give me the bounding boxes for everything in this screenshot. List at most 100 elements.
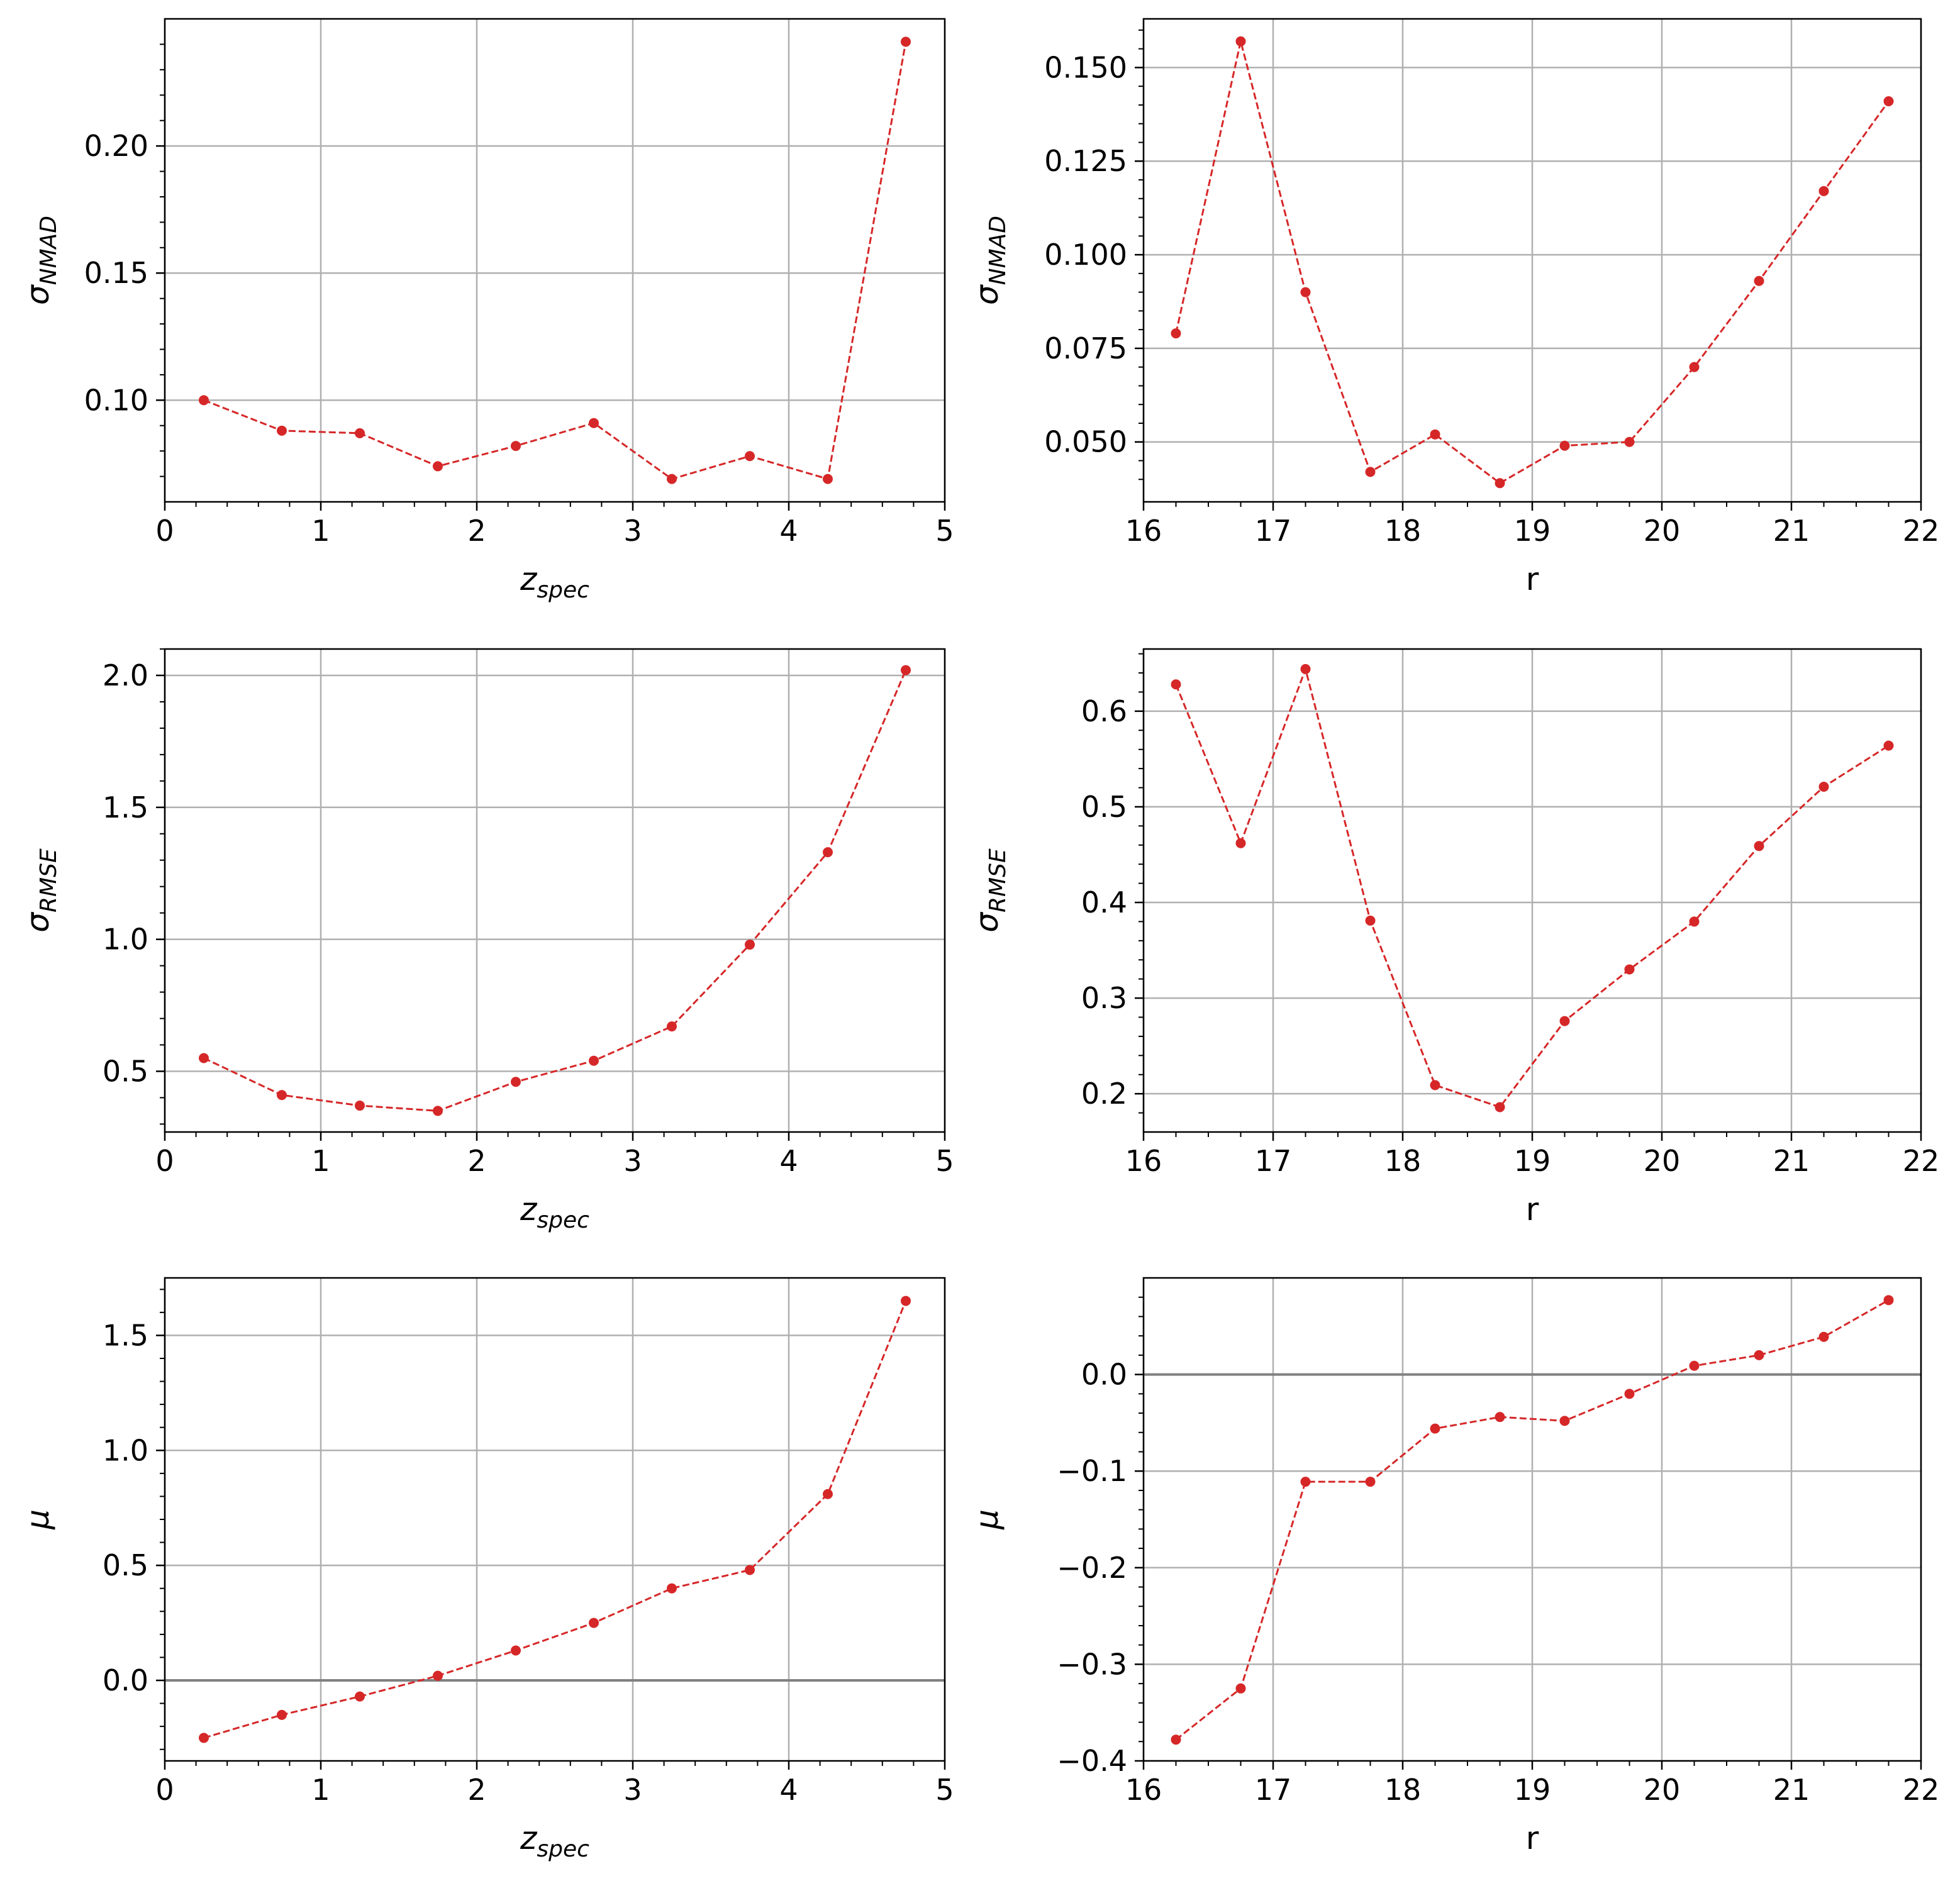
x-tick-label: 17: [1255, 514, 1292, 548]
x-tick-label: 19: [1514, 514, 1551, 548]
data-point: [1235, 1683, 1246, 1694]
x-tick-label: 2: [467, 514, 486, 548]
x-tick-label: 22: [1903, 514, 1940, 548]
data-point: [1559, 1416, 1570, 1426]
x-tick-label: 17: [1255, 1144, 1292, 1178]
x-axis-label: r: [1526, 1191, 1539, 1228]
data-point: [277, 425, 287, 436]
y-tick-label: 0.150: [1044, 50, 1127, 84]
x-tick-label: 4: [779, 1144, 798, 1178]
data-point: [355, 1691, 365, 1702]
subplot-p11: 0 1 2 3 4 5 0.10 0.15 0.20 zspec σNMAD: [19, 18, 954, 603]
data-point: [901, 665, 911, 675]
x-tick-label: 21: [1773, 1773, 1810, 1807]
data-point: [667, 474, 677, 484]
data-point: [511, 1077, 521, 1087]
x-tick-label: 16: [1125, 1773, 1162, 1807]
data-point: [589, 418, 599, 428]
axes-frame: [164, 1277, 946, 1762]
data-point: [745, 1565, 755, 1575]
x-tick-label: 5: [935, 514, 954, 548]
data-point: [589, 1055, 599, 1066]
y-tick-label: 1.5: [103, 791, 148, 824]
data-point: [199, 1733, 209, 1743]
y-axis-label: σNMAD: [19, 216, 62, 305]
y-tick-label: 0.20: [84, 129, 148, 163]
x-tick-label: 18: [1384, 514, 1422, 548]
data-point: [745, 940, 755, 950]
data-point: [667, 1583, 677, 1594]
data-point: [1300, 287, 1311, 297]
y-tick-label: 1.0: [103, 1433, 148, 1467]
y-tick-label: 0.5: [103, 1548, 148, 1582]
y-tick-label: 0.050: [1044, 425, 1127, 459]
data-point: [1883, 1295, 1894, 1306]
data-point: [1754, 841, 1764, 852]
y-tick-label: 0.0: [103, 1663, 148, 1697]
y-tick-label: 0.3: [1081, 981, 1127, 1015]
data-point: [1171, 328, 1181, 339]
data-point: [199, 395, 209, 406]
data-point: [1818, 186, 1829, 196]
y-tick-label: 0.4: [1081, 885, 1127, 919]
data-point: [823, 1489, 833, 1499]
data-point: [1430, 1080, 1440, 1090]
data-point: [745, 451, 755, 462]
data-point: [823, 847, 833, 858]
x-tick-label: 22: [1903, 1773, 1940, 1807]
subplot-p12: 16 17 18 19 20 21 22 0.050 0.075 0.100 0.125 0.150 r…: [969, 18, 1940, 597]
data-point: [1365, 467, 1376, 477]
data-point: [1754, 1350, 1764, 1360]
data-point: [1495, 1102, 1505, 1113]
series-line: [1175, 1299, 1890, 1741]
x-tick-label: 4: [779, 514, 798, 548]
y-tick-label: 0.15: [84, 256, 148, 290]
x-tick-label: 3: [623, 1144, 642, 1178]
data-point: [1818, 781, 1829, 792]
data-point: [1430, 429, 1440, 440]
y-tick-label: 2.0: [103, 658, 148, 692]
data-point: [901, 1296, 911, 1306]
y-axis-label: σRMSE: [969, 848, 1011, 933]
y-tick-label: 0.10: [84, 383, 148, 417]
x-tick-label: 21: [1773, 514, 1810, 548]
y-tick-label: 0.2: [1081, 1077, 1127, 1111]
data-point: [1430, 1423, 1440, 1434]
series-line: [203, 42, 907, 480]
data-point: [355, 1101, 365, 1111]
x-axis-label: zspec: [520, 561, 589, 603]
subplot-p22: 16 17 18 19 20 21 22 0.2 0.3 0.4 0.5 0.6 r σRMSE: [969, 648, 1939, 1228]
data-point: [1495, 1412, 1505, 1423]
x-tick-label: 5: [935, 1144, 954, 1178]
y-tick-label: 0.075: [1044, 331, 1127, 365]
x-tick-label: 5: [935, 1773, 954, 1807]
data-point: [199, 1053, 209, 1063]
data-point: [1689, 362, 1700, 372]
data-point: [1171, 1734, 1181, 1745]
data-point: [1495, 478, 1505, 489]
x-tick-label: 20: [1644, 1144, 1681, 1178]
data-point: [1365, 1477, 1376, 1487]
subplot-p21: 0 1 2 3 4 5 0.5 1.0 1.5 2.0 zspec σRMSE: [19, 648, 954, 1233]
x-axis-label: r: [1526, 561, 1539, 597]
x-tick-label: 4: [779, 1773, 798, 1807]
y-tick-label: −0.3: [1057, 1647, 1127, 1681]
data-point: [823, 474, 833, 484]
series-line: [203, 669, 907, 1112]
x-tick-label: 3: [623, 514, 642, 548]
data-point: [1624, 436, 1635, 447]
data-point: [277, 1090, 287, 1101]
data-point: [1559, 1016, 1570, 1026]
data-point: [1559, 440, 1570, 451]
y-tick-label: 0.0: [1081, 1358, 1127, 1392]
subplot-p32: 16 17 18 19 20 21 22 −0.4 −0.3 −0.2 −0.1 0.0 r μ: [969, 1277, 1940, 1856]
x-tick-label: 20: [1644, 1773, 1681, 1807]
data-point: [1689, 916, 1700, 927]
x-tick-label: 18: [1384, 1144, 1422, 1178]
series-line: [1175, 665, 1890, 1109]
x-tick-label: 16: [1125, 514, 1162, 548]
data-point: [1300, 1477, 1311, 1487]
x-tick-label: 3: [623, 1773, 642, 1807]
data-point: [1171, 679, 1181, 690]
